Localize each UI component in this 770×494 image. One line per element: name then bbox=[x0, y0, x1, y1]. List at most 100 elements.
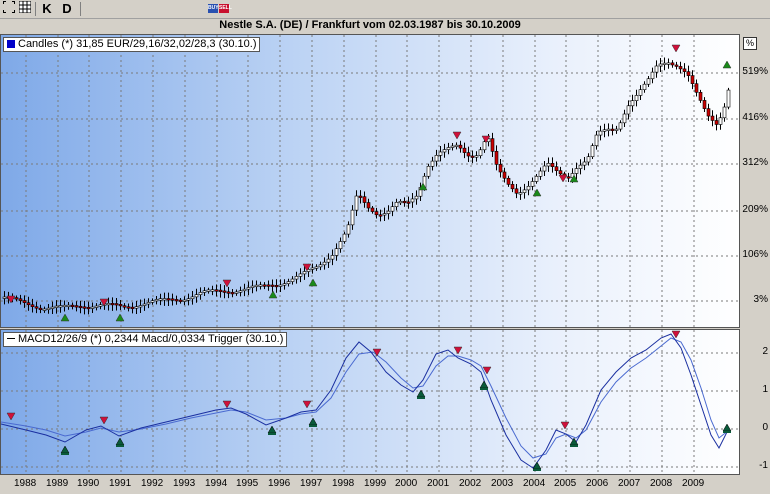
candle bbox=[702, 100, 707, 109]
candle bbox=[78, 305, 83, 309]
candle bbox=[470, 155, 475, 158]
candle bbox=[482, 141, 487, 151]
toolbar: K D BUY SELL bbox=[0, 0, 770, 19]
y-tick-label: 1 bbox=[762, 384, 768, 395]
sell-signal-marker bbox=[481, 135, 491, 144]
price-y-axis: 519% 416% 312% 209% 106% 3% bbox=[741, 34, 770, 328]
macd-panel[interactable]: MACD12/26/9 (*) 0,2344 Macd/0,0334 Trigg… bbox=[0, 329, 740, 475]
candle bbox=[282, 283, 287, 286]
candle bbox=[146, 302, 151, 305]
candle bbox=[186, 298, 191, 301]
buy-signal-marker bbox=[268, 290, 278, 299]
x-tick-label: 2005 bbox=[554, 478, 577, 489]
candle bbox=[662, 62, 667, 65]
candle bbox=[126, 306, 131, 309]
candle bbox=[630, 100, 635, 107]
sell-signal-marker bbox=[452, 131, 462, 140]
candle bbox=[62, 304, 67, 308]
x-tick-label: 2000 bbox=[395, 478, 418, 489]
candle bbox=[90, 306, 95, 309]
candle bbox=[134, 306, 139, 309]
candle bbox=[398, 201, 403, 204]
candle bbox=[150, 300, 155, 303]
sell-signal-marker bbox=[302, 400, 312, 409]
trigger-line bbox=[1, 337, 730, 459]
candle bbox=[526, 185, 531, 191]
x-tick-label: 2007 bbox=[618, 478, 641, 489]
chart-title: Nestle S.A. (DE) / Frankfurt vom 02.03.1… bbox=[219, 19, 521, 31]
candle bbox=[522, 189, 527, 193]
candle bbox=[442, 149, 447, 153]
buy-signal-marker bbox=[308, 278, 318, 287]
buy-signal-base bbox=[570, 445, 578, 447]
candle bbox=[46, 307, 51, 310]
x-tick-label: 1993 bbox=[173, 478, 196, 489]
macd-legend-text: MACD12/26/9 (*) 0,2344 Macd/0,0334 Trigg… bbox=[18, 333, 284, 345]
candle bbox=[130, 306, 135, 309]
candle bbox=[502, 171, 507, 179]
x-tick-label: 1996 bbox=[268, 478, 291, 489]
grid-icon[interactable] bbox=[18, 0, 32, 16]
buy-signal-marker bbox=[60, 313, 70, 322]
candle bbox=[50, 306, 55, 309]
macd-legend[interactable]: MACD12/26/9 (*) 0,2344 Macd/0,0334 Trigg… bbox=[3, 332, 288, 347]
candle bbox=[162, 298, 167, 301]
candle bbox=[650, 71, 655, 80]
k-button[interactable]: K bbox=[42, 1, 52, 16]
candle bbox=[462, 147, 467, 153]
candle bbox=[242, 288, 247, 292]
sell-signal-marker bbox=[372, 348, 382, 357]
y-tick-label: 106% bbox=[742, 249, 768, 260]
candle bbox=[74, 305, 79, 308]
candle bbox=[246, 287, 251, 290]
candle bbox=[382, 213, 387, 216]
candle bbox=[590, 145, 595, 158]
sell-signal-marker bbox=[482, 366, 492, 375]
candle bbox=[222, 290, 227, 293]
buy-signal-base bbox=[417, 397, 425, 399]
candle bbox=[634, 95, 639, 101]
candle bbox=[178, 299, 183, 302]
candle bbox=[106, 303, 111, 306]
buy-signal-marker bbox=[267, 425, 277, 434]
sell-signal-marker bbox=[99, 416, 109, 425]
candle bbox=[706, 108, 711, 117]
candle bbox=[230, 292, 235, 295]
candle bbox=[510, 184, 515, 190]
candle bbox=[286, 281, 291, 284]
macd-y-axis: 2 1 0 -1 bbox=[741, 329, 770, 475]
candle bbox=[210, 289, 215, 292]
d-button[interactable]: D bbox=[62, 1, 72, 16]
macd-chart bbox=[1, 330, 739, 474]
candle bbox=[18, 298, 23, 301]
buy-badge[interactable]: BUY bbox=[208, 4, 219, 13]
sell-signal-marker bbox=[560, 421, 570, 430]
candle bbox=[38, 307, 43, 310]
candle bbox=[206, 289, 211, 292]
candle bbox=[614, 128, 619, 131]
x-tick-label: 2001 bbox=[427, 478, 450, 489]
candle bbox=[438, 151, 443, 156]
candle bbox=[606, 128, 611, 131]
candle bbox=[666, 62, 671, 65]
candle bbox=[214, 289, 219, 292]
buy-signal-marker bbox=[722, 423, 732, 432]
candle bbox=[626, 105, 631, 115]
y-tick-label: 312% bbox=[742, 157, 768, 168]
y-tick-label: 416% bbox=[742, 112, 768, 123]
sell-signal-marker bbox=[302, 263, 312, 272]
x-tick-label: 2006 bbox=[586, 478, 609, 489]
candle bbox=[190, 296, 195, 300]
x-tick-label: 1991 bbox=[109, 478, 132, 489]
x-tick-label: 2004 bbox=[523, 478, 546, 489]
price-panel[interactable]: Candles (*) 31,85 EUR/29,16/32,02/28,3 (… bbox=[0, 34, 740, 328]
sell-badge[interactable]: SELL bbox=[219, 4, 232, 13]
sell-signal-marker bbox=[222, 400, 232, 409]
candle bbox=[250, 285, 255, 288]
crosshair-icon[interactable] bbox=[2, 0, 16, 16]
price-legend[interactable]: Candles (*) 31,85 EUR/29,16/32,02/28,3 (… bbox=[3, 37, 261, 52]
percent-scale-button[interactable]: % bbox=[743, 37, 757, 50]
buy-signal-base bbox=[480, 388, 488, 390]
x-tick-label: 1989 bbox=[46, 478, 69, 489]
sell-signal-marker bbox=[671, 330, 681, 339]
